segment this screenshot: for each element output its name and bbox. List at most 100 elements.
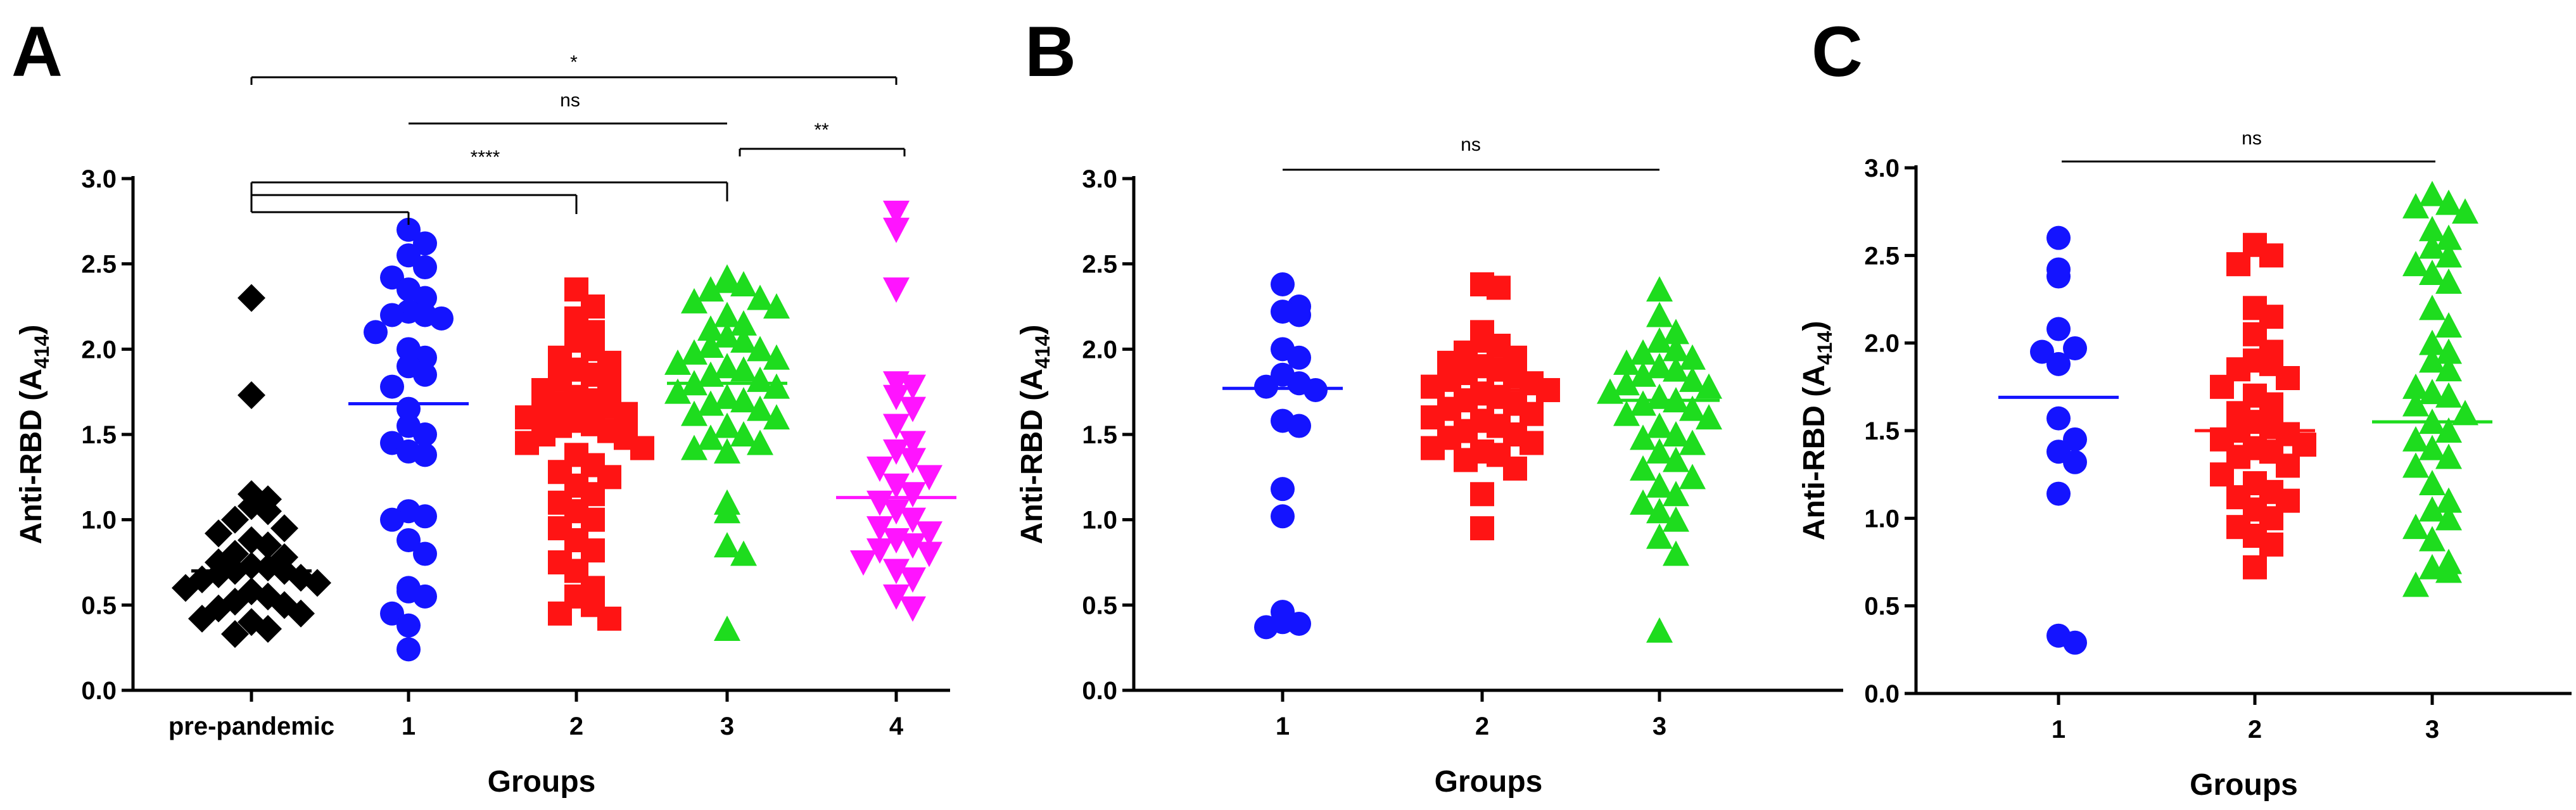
data-point — [2046, 481, 2071, 506]
data-point — [899, 533, 926, 559]
data-point — [899, 431, 926, 457]
data-point — [2419, 260, 2446, 285]
data-point — [1487, 275, 1511, 300]
x-axis-title: Groups — [2190, 768, 2298, 802]
data-point — [866, 456, 893, 482]
data-point — [1271, 272, 1295, 296]
data-point — [1679, 395, 1706, 421]
data-point — [2419, 329, 2446, 355]
y-tick-label: 3.0 — [81, 165, 117, 193]
significance-label: ns — [2242, 128, 2262, 149]
data-point — [697, 390, 724, 416]
x-tick-label: 4 — [889, 712, 904, 740]
data-point — [697, 361, 724, 387]
data-point — [254, 615, 282, 643]
data-point — [714, 301, 740, 327]
data-point — [2419, 215, 2446, 241]
data-point — [714, 322, 740, 348]
data-point — [2419, 434, 2446, 460]
data-point — [883, 499, 910, 525]
data-point — [1271, 504, 1295, 529]
data-point — [883, 217, 910, 243]
significance-label: ns — [560, 90, 580, 111]
data-point — [630, 436, 654, 460]
data-point — [2452, 400, 2478, 426]
data-point — [1663, 481, 1689, 507]
data-point — [581, 507, 605, 532]
data-point — [413, 504, 437, 529]
data-point — [2276, 453, 2300, 478]
y-axis-title: Anti-RBD (A414) — [15, 325, 53, 545]
y-tick-label: 0.5 — [1864, 593, 1900, 621]
data-point — [548, 601, 572, 626]
significance-label: * — [570, 52, 578, 73]
x-tick-label: 2 — [1475, 712, 1489, 740]
data-point — [899, 482, 926, 508]
data-point — [1646, 438, 1673, 464]
data-point — [1663, 336, 1689, 362]
data-point — [2419, 470, 2446, 495]
data-point — [1287, 345, 1311, 370]
data-point — [581, 538, 605, 563]
data-point — [1271, 477, 1295, 502]
data-point — [747, 284, 773, 310]
data-point — [1421, 436, 1445, 460]
data-point — [899, 567, 926, 593]
data-point — [2210, 462, 2234, 487]
data-point — [2435, 382, 2462, 408]
data-point — [916, 541, 942, 567]
data-point — [1304, 377, 1328, 402]
data-point — [730, 387, 757, 413]
x-tick-label: 1 — [1276, 712, 1290, 740]
data-point — [597, 606, 621, 631]
data-point — [2402, 193, 2429, 218]
data-point — [2435, 443, 2462, 469]
data-point — [2259, 532, 2283, 557]
y-tick-label: 0.5 — [1082, 592, 1117, 619]
data-point — [1679, 464, 1706, 490]
y-tick-label: 2.5 — [81, 251, 117, 279]
data-point — [1421, 405, 1445, 430]
data-point — [899, 396, 926, 422]
data-point — [2419, 347, 2446, 373]
data-point — [747, 336, 773, 362]
significance-label: **** — [471, 147, 500, 168]
data-point — [883, 200, 910, 226]
x-tick-label: 2 — [2248, 716, 2262, 744]
data-point — [254, 497, 282, 526]
y-tick-label: 3.0 — [1082, 165, 1117, 193]
data-point — [2435, 356, 2462, 382]
data-point — [747, 395, 773, 421]
data-point — [1630, 489, 1656, 515]
data-point — [730, 310, 757, 336]
data-point — [205, 519, 232, 548]
data-point — [2402, 373, 2429, 399]
data-point — [1613, 400, 1640, 426]
data-point — [413, 286, 437, 310]
data-point — [380, 507, 404, 532]
data-point — [899, 507, 926, 533]
data-point — [188, 604, 216, 633]
data-point — [1696, 373, 1722, 399]
data-point — [2259, 243, 2283, 268]
data-point — [916, 521, 942, 547]
y-tick-label: 1.0 — [81, 507, 117, 535]
data-point — [714, 438, 740, 464]
data-point — [413, 422, 437, 446]
data-point — [763, 404, 790, 430]
data-point — [2046, 225, 2071, 250]
data-point — [2402, 571, 2429, 597]
data-point — [866, 538, 893, 564]
data-point — [1679, 366, 1706, 392]
data-point — [681, 400, 707, 426]
significance-label: ns — [1461, 134, 1481, 155]
data-point — [883, 384, 910, 410]
data-point — [1254, 615, 1278, 640]
data-point — [730, 540, 757, 566]
data-point — [2435, 189, 2462, 215]
data-point — [1679, 344, 1706, 370]
data-point — [697, 315, 724, 341]
y-tick-label: 1.5 — [81, 421, 117, 449]
y-tick-label: 2.0 — [1082, 336, 1117, 364]
data-point — [883, 277, 910, 303]
